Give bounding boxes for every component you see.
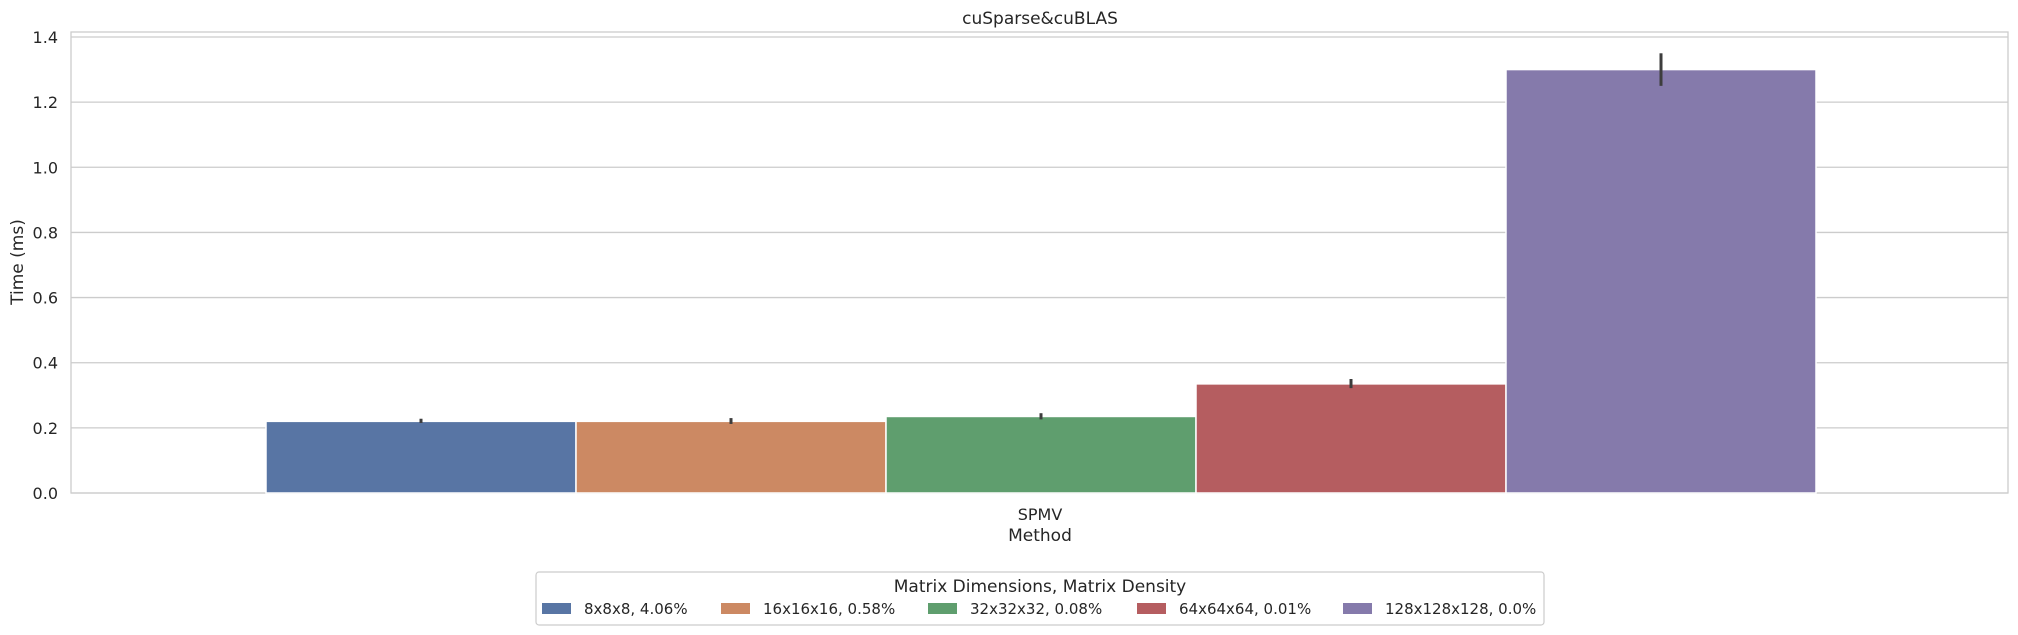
legend-label: 8x8x8, 4.06% (584, 600, 688, 618)
legend-swatch (928, 603, 957, 614)
legend-swatch (542, 603, 571, 614)
bar (1195, 383, 1507, 494)
x-tick-label-spmv: SPMV (1018, 505, 1063, 524)
bar (885, 415, 1197, 494)
legend: Matrix Dimensions, Matrix Density 8x8x8,… (535, 571, 1545, 626)
chart-title: cuSparse&cuBLAS (962, 9, 1118, 29)
y-tick-label: 0.8 (33, 223, 58, 242)
x-axis-label: Method (1008, 526, 1072, 546)
legend-label: 32x32x32, 0.08% (970, 600, 1102, 618)
legend-swatch (1137, 603, 1166, 614)
legend-label: 16x16x16, 0.58% (763, 600, 895, 618)
y-axis-label: Time (ms) (8, 219, 28, 306)
legend-title: Matrix Dimensions, Matrix Density (894, 577, 1187, 597)
y-tick-label: 0.0 (33, 484, 58, 503)
legend-frame (535, 571, 1545, 626)
legend-label: 64x64x64, 0.01% (1179, 600, 1311, 618)
bar (265, 420, 577, 494)
y-tick-label: 1.2 (33, 93, 58, 112)
y-tick-label: 0.4 (33, 354, 58, 373)
y-tick-label: 1.4 (33, 28, 58, 47)
bars (265, 53, 1817, 494)
y-tick-label: 0.6 (33, 289, 58, 308)
bar (575, 420, 887, 494)
legend-swatch (1343, 603, 1372, 614)
y-tick-label: 1.0 (33, 158, 58, 177)
y-tick-label: 0.2 (33, 419, 58, 438)
legend-swatch (721, 603, 750, 614)
y-tick-labels: 0.0 0.2 0.4 0.6 0.8 1.0 1.2 1.4 (33, 28, 58, 503)
bar (1505, 68, 1817, 494)
legend-items: 8x8x8, 4.06% 16x16x16, 0.58% 32x32x32, 0.0… (542, 600, 1536, 618)
legend-label: 128x128x128, 0.0% (1385, 600, 1536, 618)
